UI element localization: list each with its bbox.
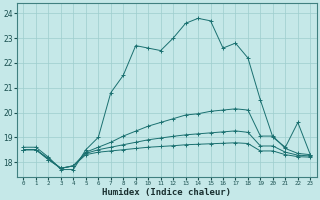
X-axis label: Humidex (Indice chaleur): Humidex (Indice chaleur)	[102, 188, 231, 197]
